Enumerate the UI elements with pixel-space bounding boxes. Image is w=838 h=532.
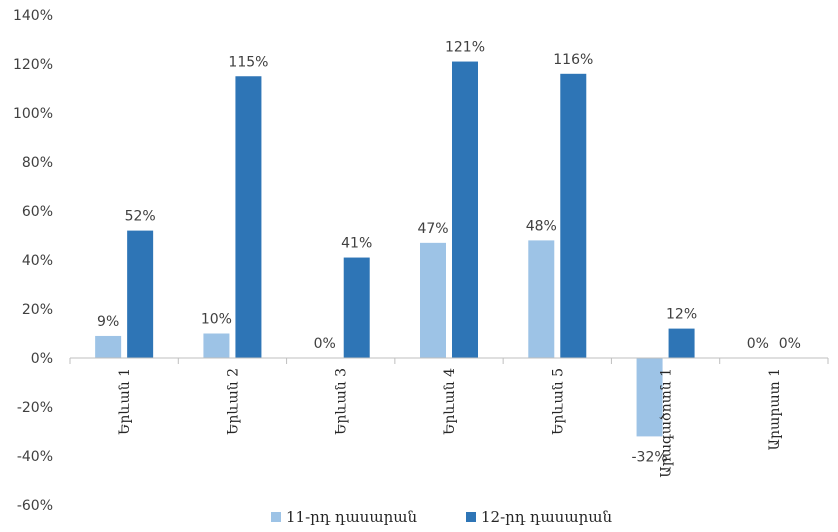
y-tick-label: -60% bbox=[17, 498, 53, 514]
legend-label-grade-12: 12-րդ դասարան bbox=[481, 508, 612, 526]
y-tick-label: 20% bbox=[22, 302, 53, 318]
y-axis: -60% -40% -20% 0% 20% 40% 60% 80% 100% 120% 140% bbox=[13, 8, 53, 514]
bar-grade-11 bbox=[636, 358, 663, 437]
y-tick-label: 100% bbox=[13, 106, 53, 122]
y-tick-label: -20% bbox=[17, 400, 53, 416]
bar-grade-11 bbox=[420, 242, 446, 358]
bars bbox=[95, 61, 695, 437]
category-label: Երևան 4 bbox=[442, 368, 458, 435]
data-label: 0% bbox=[314, 336, 336, 352]
legend-swatch-grade-12 bbox=[466, 512, 476, 522]
data-label: 48% bbox=[526, 218, 557, 234]
data-labels: 9% 52% 10% 115% 0% 41% 47% 121% 48% 116% -32% 12% 0%… bbox=[97, 40, 801, 466]
data-label: 47% bbox=[417, 221, 448, 237]
bar-grade-12 bbox=[127, 230, 154, 358]
bar-grade-12 bbox=[668, 328, 695, 358]
bar-grade-11 bbox=[528, 240, 555, 358]
y-tick-label: -40% bbox=[17, 449, 53, 465]
data-label: 9% bbox=[97, 314, 119, 330]
category-label: Արարատ 1 bbox=[767, 368, 783, 450]
zero-baseline bbox=[69, 357, 829, 364]
data-label: -32% bbox=[631, 449, 667, 465]
category-label: Երևան 1 bbox=[117, 368, 133, 435]
data-label: 10% bbox=[201, 312, 232, 328]
legend-swatch-grade-11 bbox=[271, 512, 281, 522]
bar-grade-11 bbox=[95, 335, 122, 358]
y-tick-label: 0% bbox=[31, 351, 53, 367]
category-label: Արագածոտն 1 bbox=[659, 368, 675, 478]
y-tick-label: 80% bbox=[22, 155, 53, 171]
bar-grade-12 bbox=[343, 257, 370, 358]
data-label: 12% bbox=[666, 307, 697, 323]
data-label: 0% bbox=[779, 336, 801, 352]
data-label: 52% bbox=[125, 209, 156, 225]
legend: 11-րդ դասարան 12-րդ դասարան bbox=[271, 508, 612, 526]
category-labels: Երևան 1 Երևան 2 Երևան 3 Երևան 4 Երևան 5 Արագա… bbox=[117, 368, 783, 478]
bar-grade-12 bbox=[560, 73, 587, 359]
bar-grade-11 bbox=[203, 333, 230, 358]
y-tick-label: 140% bbox=[13, 8, 53, 24]
category-label: Երևան 5 bbox=[550, 368, 566, 435]
y-tick-label: 120% bbox=[13, 57, 53, 73]
y-tick-label: 60% bbox=[22, 204, 53, 220]
data-label: 116% bbox=[553, 52, 593, 68]
data-label: 41% bbox=[341, 236, 372, 252]
data-label: 121% bbox=[445, 40, 485, 56]
bar-grade-12 bbox=[235, 76, 262, 358]
bar-grade-12 bbox=[452, 61, 478, 359]
category-label: Երևան 3 bbox=[334, 368, 350, 435]
category-label: Երևան 2 bbox=[225, 368, 241, 435]
y-tick-label: 40% bbox=[22, 253, 53, 269]
legend-label-grade-11: 11-րդ դասարան bbox=[286, 508, 417, 526]
data-label: 0% bbox=[747, 336, 769, 352]
data-label: 115% bbox=[228, 54, 268, 70]
